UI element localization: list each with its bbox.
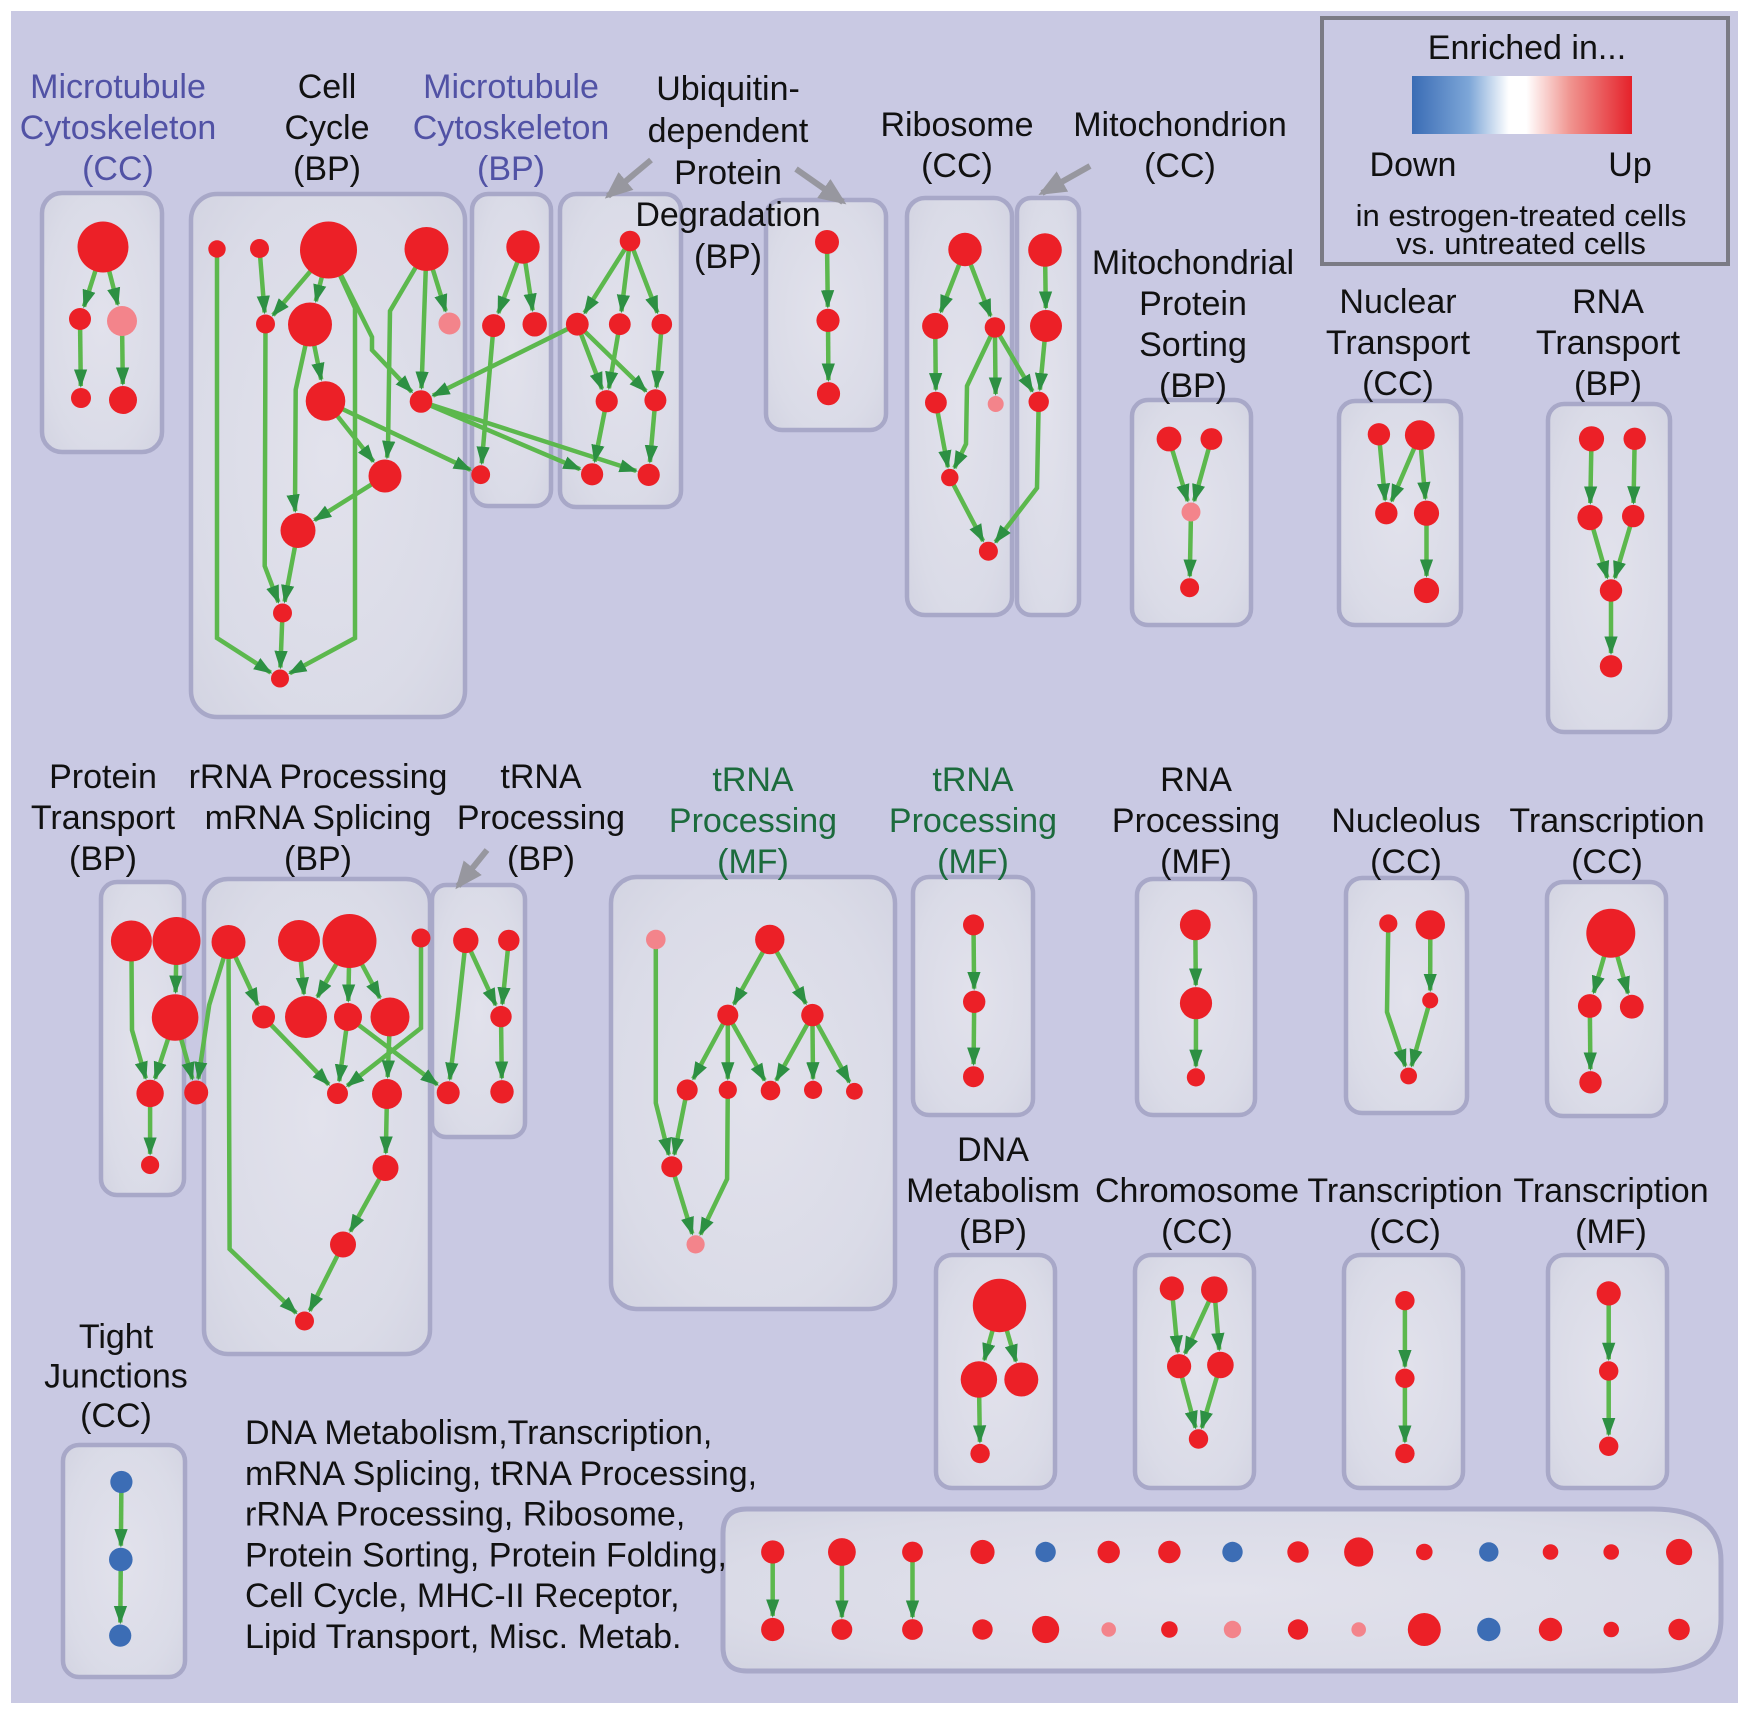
svg-text:(CC): (CC) bbox=[82, 150, 154, 188]
svg-text:Protein: Protein bbox=[1139, 285, 1247, 323]
svg-text:Transcription: Transcription bbox=[1509, 802, 1704, 840]
svg-text:mRNA Splicing: mRNA Splicing bbox=[205, 799, 432, 837]
svg-text:(CC): (CC) bbox=[921, 147, 993, 185]
svg-text:Processing: Processing bbox=[889, 802, 1057, 840]
svg-text:Metabolism: Metabolism bbox=[906, 1172, 1080, 1210]
svg-text:Microtubule: Microtubule bbox=[423, 68, 599, 106]
svg-text:Ribosome: Ribosome bbox=[880, 106, 1033, 144]
svg-text:vs. untreated cells: vs. untreated cells bbox=[1396, 226, 1646, 261]
svg-text:Chromosome: Chromosome bbox=[1095, 1172, 1299, 1210]
svg-text:(MF): (MF) bbox=[937, 843, 1009, 881]
svg-text:(CC): (CC) bbox=[1370, 843, 1442, 881]
svg-text:Transcription: Transcription bbox=[1307, 1172, 1502, 1210]
svg-text:Mitochondrion: Mitochondrion bbox=[1073, 106, 1287, 144]
svg-text:(MF): (MF) bbox=[1160, 843, 1232, 881]
svg-text:(CC): (CC) bbox=[1161, 1213, 1233, 1251]
svg-text:(CC): (CC) bbox=[1571, 843, 1643, 881]
svg-text:(CC): (CC) bbox=[1369, 1213, 1441, 1251]
svg-text:Processing: Processing bbox=[669, 802, 837, 840]
svg-text:Microtubule: Microtubule bbox=[30, 68, 206, 106]
svg-text:Transcription: Transcription bbox=[1513, 1172, 1708, 1210]
svg-text:Processing: Processing bbox=[457, 799, 625, 837]
svg-text:Transport: Transport bbox=[1326, 324, 1471, 362]
svg-text:Junctions: Junctions bbox=[44, 1358, 188, 1396]
svg-text:(BP): (BP) bbox=[1159, 367, 1227, 405]
svg-text:Degradation: Degradation bbox=[635, 196, 820, 234]
svg-text:(BP): (BP) bbox=[1574, 365, 1642, 403]
svg-text:in estrogen-treated cells: in estrogen-treated cells bbox=[1356, 198, 1687, 233]
svg-text:RNA: RNA bbox=[1572, 283, 1644, 321]
svg-text:dependent: dependent bbox=[648, 112, 809, 150]
svg-text:Cell Cycle, MHC-II Receptor,: Cell Cycle, MHC-II Receptor, bbox=[245, 1577, 680, 1615]
svg-text:rRNA Processing, Ribosome,: rRNA Processing, Ribosome, bbox=[245, 1496, 685, 1534]
svg-text:Cell: Cell bbox=[298, 68, 357, 106]
svg-text:(BP): (BP) bbox=[293, 150, 361, 188]
svg-text:(CC): (CC) bbox=[1362, 365, 1434, 403]
svg-text:Ubiquitin-: Ubiquitin- bbox=[656, 70, 800, 108]
svg-text:tRNA: tRNA bbox=[932, 761, 1014, 799]
svg-text:Up: Up bbox=[1608, 146, 1651, 184]
svg-text:Transport: Transport bbox=[31, 799, 176, 837]
svg-text:(BP): (BP) bbox=[284, 840, 352, 878]
svg-text:Protein Sorting, Protein Foldi: Protein Sorting, Protein Folding, bbox=[245, 1536, 727, 1574]
svg-text:(MF): (MF) bbox=[717, 843, 789, 881]
svg-text:Transport: Transport bbox=[1536, 324, 1681, 362]
svg-text:DNA Metabolism,Transcription,: DNA Metabolism,Transcription, bbox=[245, 1414, 712, 1452]
svg-text:(BP): (BP) bbox=[477, 150, 545, 188]
svg-text:(BP): (BP) bbox=[69, 840, 137, 878]
svg-text:Protein: Protein bbox=[49, 758, 157, 796]
svg-text:tRNA: tRNA bbox=[712, 761, 794, 799]
svg-text:Processing: Processing bbox=[1112, 802, 1280, 840]
svg-text:(CC): (CC) bbox=[80, 1397, 152, 1435]
svg-text:(BP): (BP) bbox=[959, 1213, 1027, 1251]
svg-text:Lipid Transport, Misc. Metab.: Lipid Transport, Misc. Metab. bbox=[245, 1618, 682, 1656]
svg-text:(MF): (MF) bbox=[1575, 1213, 1647, 1251]
svg-text:Cytoskeleton: Cytoskeleton bbox=[20, 109, 217, 147]
svg-text:Nucleolus: Nucleolus bbox=[1331, 802, 1480, 840]
svg-text:(BP): (BP) bbox=[694, 238, 762, 276]
svg-text:Mitochondrial: Mitochondrial bbox=[1092, 244, 1294, 282]
svg-text:Nuclear: Nuclear bbox=[1339, 283, 1456, 321]
svg-text:Tight: Tight bbox=[79, 1318, 154, 1356]
svg-text:(CC): (CC) bbox=[1144, 147, 1216, 185]
svg-text:Enriched in...: Enriched in... bbox=[1428, 29, 1626, 67]
svg-text:DNA: DNA bbox=[957, 1131, 1029, 1169]
svg-text:Down: Down bbox=[1370, 146, 1457, 184]
svg-text:Protein: Protein bbox=[674, 154, 782, 192]
svg-text:RNA: RNA bbox=[1160, 761, 1232, 799]
svg-text:Cytoskeleton: Cytoskeleton bbox=[413, 109, 610, 147]
svg-text:mRNA Splicing, tRNA Processing: mRNA Splicing, tRNA Processing, bbox=[245, 1455, 757, 1493]
svg-text:(BP): (BP) bbox=[507, 840, 575, 878]
svg-text:tRNA: tRNA bbox=[500, 758, 582, 796]
svg-text:Cycle: Cycle bbox=[284, 109, 369, 147]
svg-text:Sorting: Sorting bbox=[1139, 326, 1247, 364]
svg-text:rRNA Processing: rRNA Processing bbox=[189, 758, 448, 796]
